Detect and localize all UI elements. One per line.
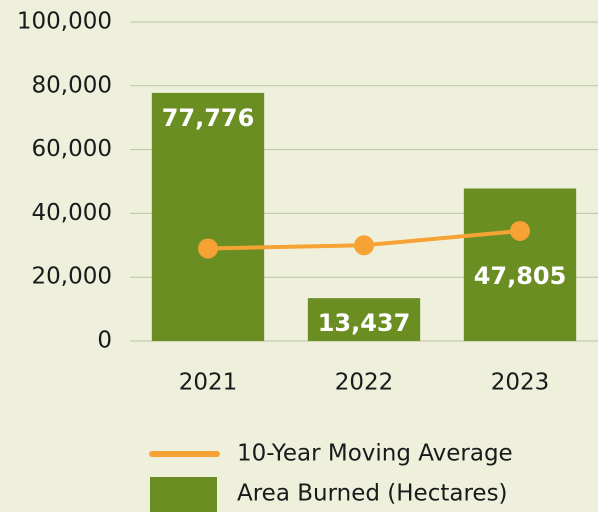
y-tick-label: 20,000 bbox=[32, 264, 112, 290]
bar bbox=[151, 92, 265, 341]
y-tick-label: 80,000 bbox=[32, 72, 112, 98]
y-tick-label: 60,000 bbox=[32, 136, 112, 162]
x-tick-label: 2023 bbox=[491, 370, 550, 396]
y-tick-label: 0 bbox=[97, 328, 112, 354]
average-point bbox=[198, 238, 218, 259]
legend-label: 10-Year Moving Average bbox=[237, 441, 513, 467]
average-point bbox=[354, 235, 374, 256]
data-label: 13,437 bbox=[318, 309, 411, 337]
average-point bbox=[510, 220, 530, 241]
bar bbox=[307, 298, 421, 341]
data-label: 47,805 bbox=[474, 262, 567, 290]
data-label: 77,776 bbox=[162, 104, 255, 132]
legend-label: Area Burned (Hectares) bbox=[237, 481, 508, 507]
x-tick-label: 2022 bbox=[335, 370, 394, 396]
x-tick-label: 2021 bbox=[179, 370, 238, 396]
legend-swatch bbox=[150, 477, 217, 512]
bar bbox=[463, 188, 577, 341]
y-tick-label: 100,000 bbox=[17, 9, 112, 35]
y-tick-label: 40,000 bbox=[32, 200, 112, 226]
